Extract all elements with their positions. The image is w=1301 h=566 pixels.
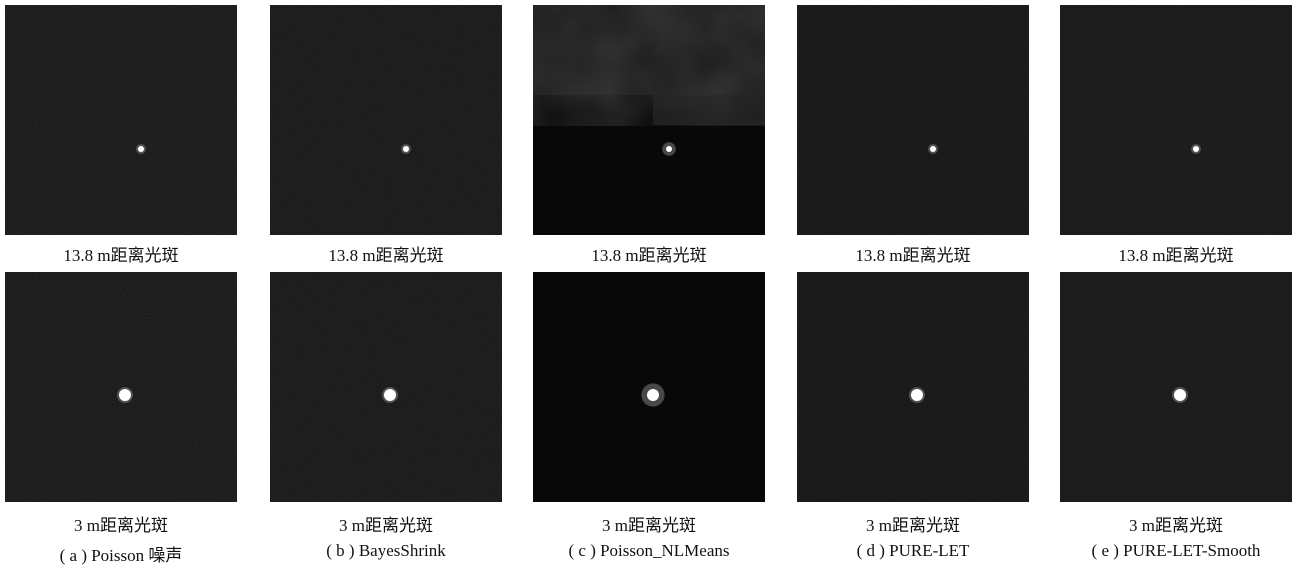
- column-label: ( c ) Poisson_NLMeans: [503, 541, 795, 561]
- result-image: [533, 272, 765, 502]
- image-caption: 13.8 m距离光斑: [1040, 241, 1301, 266]
- image-caption: 13.8 m距离光斑: [513, 241, 785, 266]
- column-label: ( e ) PURE-LET-Smooth: [1030, 541, 1301, 561]
- image-caption: 13.8 m距离光斑: [0, 241, 257, 266]
- result-image: [5, 272, 237, 502]
- result-image: [533, 5, 765, 235]
- column-label: ( b ) BayesShrink: [240, 541, 532, 561]
- result-image: [797, 5, 1029, 235]
- column-label: ( a ) Poisson 噪声: [0, 541, 267, 566]
- image-caption: 13.8 m距离光斑: [250, 241, 522, 266]
- image-caption: 3 m距离光斑: [250, 511, 522, 536]
- image-caption: 3 m距离光斑: [777, 511, 1049, 536]
- result-image: [270, 272, 502, 502]
- image-caption: 3 m距离光斑: [0, 511, 257, 536]
- result-image: [5, 5, 237, 235]
- image-caption: 13.8 m距离光斑: [777, 241, 1049, 266]
- column-label: ( d ) PURE-LET: [767, 541, 1059, 561]
- result-image: [1060, 272, 1292, 502]
- result-image: [1060, 5, 1292, 235]
- image-caption: 3 m距离光斑: [1040, 511, 1301, 536]
- result-image: [270, 5, 502, 235]
- image-caption: 3 m距离光斑: [513, 511, 785, 536]
- result-image: [797, 272, 1029, 502]
- figure: 13.8 m距离光斑3 m距离光斑( a ) Poisson 噪声13.8 m距…: [0, 0, 1301, 566]
